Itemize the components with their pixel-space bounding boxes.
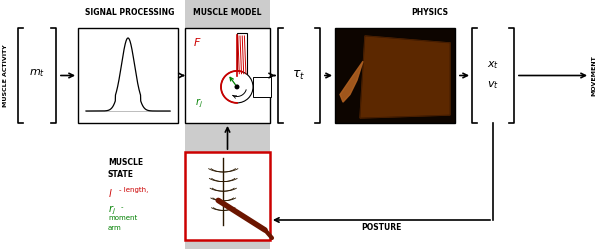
Bar bbox=[78, 28, 178, 123]
Text: MUSCLE ACTIVITY: MUSCLE ACTIVITY bbox=[4, 44, 8, 107]
Bar bbox=[237, 33, 247, 76]
Text: $F$: $F$ bbox=[193, 36, 202, 48]
Text: moment: moment bbox=[108, 215, 137, 221]
Text: $r_j$: $r_j$ bbox=[108, 204, 116, 217]
Text: MOVEMENT: MOVEMENT bbox=[592, 55, 596, 96]
Text: PHYSICS: PHYSICS bbox=[412, 8, 449, 17]
Text: $m_t$: $m_t$ bbox=[29, 67, 45, 79]
Text: SIGNAL PROCESSING: SIGNAL PROCESSING bbox=[85, 8, 175, 17]
Text: $x_t$: $x_t$ bbox=[487, 60, 499, 71]
Text: MUSCLE
STATE: MUSCLE STATE bbox=[108, 158, 143, 179]
Text: - length,: - length, bbox=[119, 187, 148, 193]
Bar bbox=[185, 28, 270, 123]
Text: POSTURE: POSTURE bbox=[361, 223, 401, 232]
Circle shape bbox=[221, 71, 253, 103]
Polygon shape bbox=[340, 61, 363, 102]
Circle shape bbox=[235, 84, 239, 89]
Text: $l$: $l$ bbox=[108, 187, 113, 199]
Polygon shape bbox=[360, 36, 450, 118]
Text: $\tau_t$: $\tau_t$ bbox=[292, 69, 305, 82]
Bar bbox=[335, 28, 455, 123]
Text: $v_t$: $v_t$ bbox=[487, 80, 499, 91]
Bar bbox=[185, 152, 270, 240]
Text: -: - bbox=[121, 204, 124, 210]
Bar bbox=[185, 0, 270, 249]
Text: arm: arm bbox=[108, 225, 122, 231]
Text: $r_j$: $r_j$ bbox=[195, 96, 203, 110]
Bar bbox=[253, 77, 271, 97]
Text: MUSCLE MODEL: MUSCLE MODEL bbox=[193, 8, 261, 17]
